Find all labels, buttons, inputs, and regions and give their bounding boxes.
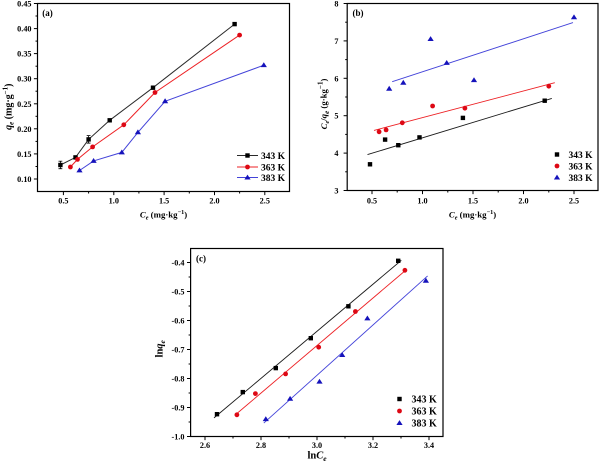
svg-text:5: 5 [334, 112, 338, 121]
svg-text:0.20: 0.20 [17, 125, 31, 134]
svg-text:343 K: 343 K [261, 152, 286, 162]
svg-text:0.45: 0.45 [17, 0, 31, 9]
svg-text:0.25: 0.25 [17, 100, 31, 109]
svg-text:3: 3 [334, 187, 338, 196]
svg-text:lnqe: lnqe [155, 339, 167, 357]
svg-text:Ce (mg·kg−1): Ce (mg·kg−1) [449, 209, 496, 222]
svg-text:-0.9: -0.9 [172, 404, 185, 413]
svg-text:lnCe: lnCe [307, 451, 327, 463]
svg-text:1.0: 1.0 [109, 197, 119, 206]
svg-text:4: 4 [334, 149, 338, 158]
svg-text:0.5: 0.5 [58, 197, 68, 206]
svg-text:-0.7: -0.7 [172, 346, 185, 355]
svg-text:-0.8: -0.8 [172, 375, 185, 384]
svg-text:(b): (b) [353, 8, 364, 18]
svg-text:0.5: 0.5 [367, 197, 377, 206]
svg-text:3.2: 3.2 [368, 441, 378, 450]
svg-text:2.8: 2.8 [256, 441, 266, 450]
svg-text:Ce/qe (g·kg−1): Ce/qe (g·kg−1) [317, 79, 331, 130]
svg-text:3.0: 3.0 [312, 441, 322, 450]
svg-text:2.6: 2.6 [200, 441, 210, 450]
svg-text:(c): (c) [196, 253, 206, 263]
svg-text:3.4: 3.4 [424, 441, 434, 450]
svg-text:343 K: 343 K [569, 151, 594, 161]
svg-text:383 K: 383 K [569, 174, 594, 184]
svg-text:1.5: 1.5 [468, 197, 478, 206]
svg-text:0.15: 0.15 [17, 150, 31, 159]
svg-text:0.10: 0.10 [17, 175, 31, 184]
svg-text:-1.0: -1.0 [172, 433, 185, 442]
svg-text:-0.6: -0.6 [172, 317, 185, 326]
svg-text:Ce (mg·kg−1): Ce (mg·kg−1) [140, 209, 187, 222]
svg-text:8: 8 [334, 0, 338, 9]
svg-text:6: 6 [334, 74, 338, 83]
svg-text:(a): (a) [42, 8, 53, 18]
svg-text:0.30: 0.30 [17, 75, 31, 84]
svg-text:363 K: 363 K [569, 163, 594, 173]
svg-text:363 K: 363 K [412, 407, 438, 418]
svg-text:2.5: 2.5 [260, 197, 270, 206]
svg-text:-0.4: -0.4 [172, 259, 185, 268]
svg-text:343 K: 343 K [412, 395, 438, 406]
svg-text:-0.5: -0.5 [172, 288, 185, 297]
svg-text:1.5: 1.5 [159, 197, 169, 206]
svg-text:qe (mg·g−1): qe (mg·g−1) [1, 83, 15, 129]
svg-text:0.40: 0.40 [17, 25, 31, 34]
svg-text:2.5: 2.5 [569, 197, 579, 206]
svg-text:383 K: 383 K [412, 419, 438, 430]
svg-text:0.35: 0.35 [17, 50, 31, 59]
svg-text:2.0: 2.0 [209, 197, 219, 206]
svg-text:7: 7 [334, 37, 338, 46]
svg-text:1.0: 1.0 [417, 197, 427, 206]
svg-text:2.0: 2.0 [518, 197, 528, 206]
svg-text:363 K: 363 K [261, 164, 286, 174]
svg-text:383 K: 383 K [261, 174, 286, 184]
